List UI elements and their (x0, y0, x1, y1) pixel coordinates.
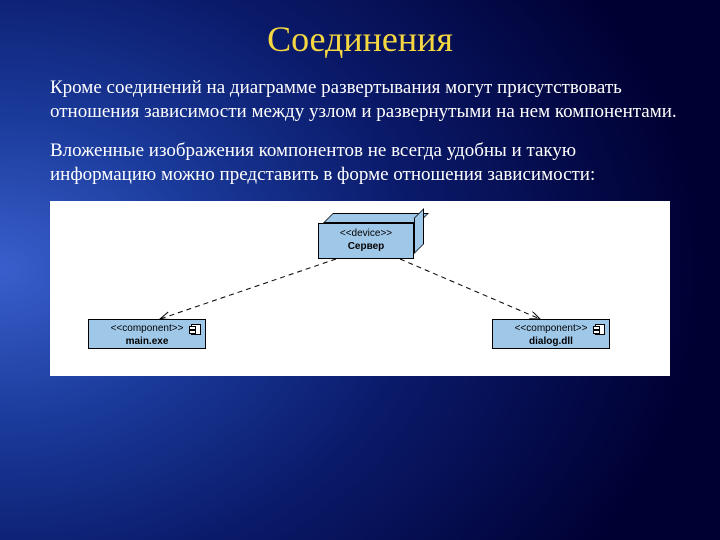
paragraph-2: Вложенные изображения компонентов не все… (0, 139, 720, 188)
device-stereotype: <<device>> (319, 227, 413, 240)
component-left: <<component>> main.exe (88, 319, 206, 349)
slide-title: Соединения (0, 0, 720, 76)
component-right-stereotype: <<component>> (493, 322, 609, 335)
uml-diagram: <<device>> Сервер <<component>> main.exe… (50, 201, 670, 376)
component-left-name: main.exe (89, 335, 205, 348)
edge-device-left (160, 259, 336, 319)
component-right: <<component>> dialog.dll (492, 319, 610, 349)
component-left-stereotype: <<component>> (89, 322, 205, 335)
component-icon (595, 324, 605, 335)
component-right-name: dialog.dll (493, 335, 609, 348)
device-name: Сервер (319, 240, 413, 253)
edge-device-right (400, 259, 540, 319)
device-node: <<device>> Сервер (318, 223, 414, 259)
paragraph-1: Кроме соединений на диаграмме развертыва… (0, 76, 720, 125)
component-icon (191, 324, 201, 335)
